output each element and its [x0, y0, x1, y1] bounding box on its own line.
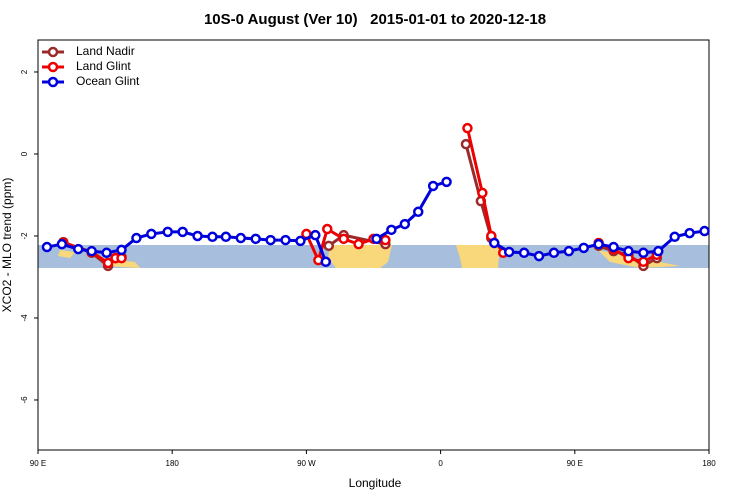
data-point [162, 226, 173, 238]
legend-marker [47, 76, 59, 88]
data-point [638, 247, 649, 259]
data-point [489, 237, 500, 249]
data-point [427, 180, 439, 192]
data-point [353, 238, 364, 250]
y-tick-label: -6 [20, 396, 29, 404]
data-point [638, 256, 649, 268]
data-point [116, 252, 127, 264]
x-tick-label: 0 [438, 459, 443, 468]
data-point [371, 233, 382, 245]
data-point [207, 231, 218, 243]
chart-title: 10S-0 August (Ver 10) 2015-01-01 to 2020… [204, 11, 546, 28]
data-point [250, 233, 261, 245]
data-point [608, 241, 619, 253]
data-point [41, 241, 53, 253]
data-point [593, 238, 604, 250]
data-point [653, 245, 664, 257]
data-point [116, 244, 127, 256]
data-point [441, 176, 452, 188]
data-point [548, 247, 560, 259]
y-tick-label: 2 [20, 69, 29, 74]
data-point [280, 234, 291, 246]
data-point [220, 231, 232, 243]
data-point [86, 245, 97, 257]
x-axis-label: Longitude [349, 476, 402, 490]
data-point [460, 138, 472, 150]
data-point [177, 226, 188, 238]
data-point [192, 230, 203, 242]
data-point [338, 233, 349, 245]
data-point [265, 234, 276, 246]
map-background [38, 245, 709, 268]
x-tick-label: 180 [702, 459, 716, 468]
data-point [684, 227, 695, 239]
y-tick-label: -4 [20, 314, 29, 322]
data-point [503, 246, 515, 258]
legend-label: Land Nadir [76, 44, 135, 58]
data-point [518, 247, 530, 259]
data-point [146, 228, 157, 240]
legend-label: Land Glint [76, 59, 131, 73]
y-axis-label: XCO2 - MLO trend (ppm) [0, 178, 14, 313]
plot-frame [37, 39, 710, 451]
data-point [699, 225, 710, 237]
x-tick-label: 90 E [30, 459, 46, 468]
data-point [380, 234, 391, 246]
data-point [533, 250, 545, 262]
data-point [563, 245, 575, 257]
data-point [131, 232, 142, 244]
data-point [56, 238, 68, 250]
legend-marker [47, 46, 59, 58]
y-tick-label: -2 [20, 232, 29, 240]
y-tick-label: 0 [20, 151, 29, 156]
data-point [386, 224, 397, 236]
data-point [235, 232, 247, 244]
data-point [102, 257, 114, 269]
data-point [322, 223, 333, 235]
data-point [623, 245, 634, 257]
data-point [101, 247, 112, 259]
data-point [477, 187, 488, 199]
legend-label: Ocean Glint [76, 74, 140, 88]
x-tick-label: 180 [166, 459, 180, 468]
data-point [323, 240, 335, 252]
data-point [412, 206, 424, 218]
data-point [399, 218, 411, 230]
legend-marker [47, 61, 59, 73]
data-point [320, 256, 332, 268]
x-tick-label: 90 W [297, 459, 316, 468]
data-point [295, 235, 306, 247]
data-point [578, 242, 589, 254]
data-point [462, 122, 473, 134]
data-point [310, 229, 321, 241]
data-point [73, 243, 84, 255]
data-point [669, 231, 680, 243]
x-tick-label: 90 E [567, 459, 583, 468]
